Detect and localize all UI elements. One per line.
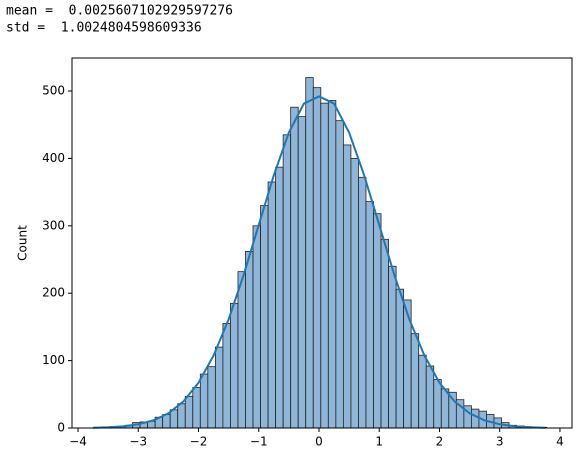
bar [245,251,254,429]
x-tick-label: −2 [190,435,208,449]
bar [350,158,359,429]
bar [418,354,427,429]
x-tick-label: 0 [315,435,323,449]
bar [395,288,405,429]
y-tick-label: 100 [42,353,65,367]
bar [388,265,397,429]
bar [290,106,299,429]
bar [260,205,269,429]
bar [252,225,261,429]
y-tick-label: 400 [42,151,65,165]
bar [214,346,224,429]
bar [440,388,450,429]
bar [320,102,329,429]
bar [177,403,186,429]
bar [312,87,322,429]
bar [470,408,480,429]
bar [275,166,284,429]
output-line: std = 1.0024804598609336 [6,21,202,36]
bar [297,116,307,429]
bar [230,302,239,429]
kde-line [93,95,545,429]
bar [327,100,337,429]
x-tick-label: −4 [69,435,87,449]
y-axis-label: Count [16,225,30,261]
bar [373,213,382,429]
bar [222,323,231,429]
bar [282,134,292,429]
bar [199,373,209,429]
bar [410,333,420,429]
bar [267,181,277,429]
x-tick-label: −3 [129,435,147,449]
bar [237,271,246,429]
output-line: mean = 0.0025607102929597276 [6,4,233,19]
bar [184,395,194,429]
y-tick-label: 200 [42,286,65,300]
plot-frame [71,57,573,429]
bar [365,201,374,429]
x-tick-label: −1 [250,435,268,449]
bar [335,120,344,429]
x-tick-label: 1 [375,435,383,449]
bar [207,366,216,429]
bar [305,77,314,429]
y-tick-label: 0 [57,421,65,435]
x-tick-label: 2 [436,435,444,449]
bar [358,176,367,429]
y-tick-label: 300 [42,218,65,232]
x-tick-label: 3 [496,435,504,449]
bar [425,365,435,429]
x-tick-label: 4 [556,435,564,449]
bar [380,238,389,429]
bar [169,409,179,429]
y-tick-label: 500 [42,84,65,98]
bar [433,379,442,429]
bar [192,387,201,429]
bar [342,144,352,429]
